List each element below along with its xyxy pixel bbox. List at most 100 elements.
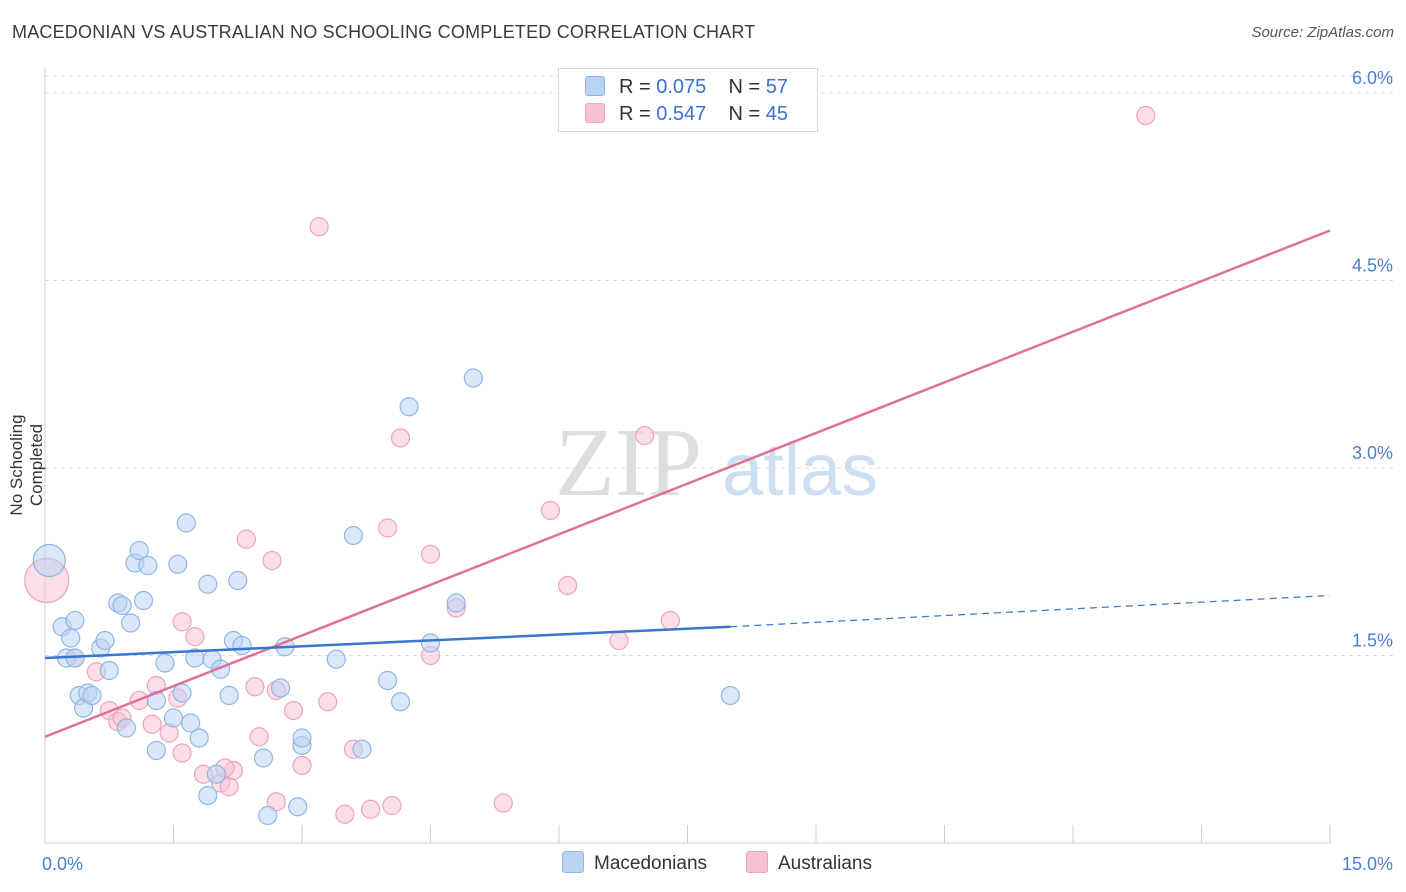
legend-item-macedonians[interactable]: Macedonians <box>562 851 707 875</box>
legend-label: Australians <box>778 853 872 874</box>
australians-point <box>382 795 402 816</box>
australians-point <box>378 518 398 538</box>
x-tick-label: 15.0% <box>1342 854 1393 874</box>
macedonians-point <box>189 728 209 748</box>
australians-point <box>262 550 282 571</box>
macedonians-point <box>228 570 248 591</box>
macedonians-point <box>270 678 291 698</box>
macedonians-point <box>146 690 166 711</box>
r-value: 0.075 <box>656 76 707 98</box>
australians-point <box>283 700 304 721</box>
australians-point <box>609 630 629 651</box>
australians-point <box>142 714 162 734</box>
macedonians-point <box>168 554 188 574</box>
r-label: R = <box>619 103 651 125</box>
trend-lines <box>44 229 1331 738</box>
australians-point <box>318 692 338 712</box>
macedonians-point <box>163 708 184 728</box>
macedonians-point <box>206 764 226 784</box>
stats-legend: R = 0.075 N = 57 R = 0.547 N = 45 <box>558 68 818 132</box>
watermark-atlas: atlas <box>722 428 878 511</box>
macedonians-point <box>181 713 201 733</box>
macedonians-point <box>138 555 158 576</box>
australians-point <box>390 428 411 448</box>
macedonians-point <box>253 748 274 768</box>
macedonians-points <box>32 368 740 826</box>
macedonians-point <box>232 635 252 656</box>
macedonians-trend-line <box>44 625 731 660</box>
y-tick-label: 4.5% <box>1352 256 1393 276</box>
legend-item-australians[interactable]: Australians <box>746 851 872 875</box>
australians-point <box>245 677 265 697</box>
australians-point <box>185 627 205 647</box>
macedonians-point <box>258 805 278 826</box>
macedonians-point <box>326 649 346 669</box>
australians-point <box>236 529 256 549</box>
n-value: 57 <box>765 76 789 98</box>
n-value: 45 <box>765 103 789 125</box>
macedonians-point <box>95 630 115 651</box>
pink-swatch-icon <box>746 851 768 873</box>
macedonians-point <box>352 739 372 759</box>
australians-point <box>420 544 441 564</box>
macedonians-trend-extension <box>730 594 1331 628</box>
australians-point <box>660 610 680 631</box>
r-value: 0.547 <box>656 103 707 125</box>
macedonians-point <box>219 685 239 706</box>
source-label: Source: ZipAtlas.com <box>1251 24 1394 41</box>
macedonians-point <box>390 692 411 712</box>
y-tick-label: 6.0% <box>1352 68 1393 88</box>
legend-row-australians: R = 0.547 N = 45 <box>585 102 788 126</box>
macedonians-point <box>133 590 154 611</box>
australians-point <box>493 793 513 813</box>
macedonians-point <box>446 593 466 613</box>
macedonians-point <box>155 653 175 673</box>
macedonians-point <box>343 525 363 546</box>
macedonians-point <box>198 574 218 594</box>
macedonians-point <box>112 595 132 616</box>
australians-point <box>309 217 329 237</box>
macedonians-point <box>172 683 192 703</box>
australians-point <box>266 792 286 812</box>
macedonians-point <box>420 633 441 653</box>
macedonians-point <box>61 628 81 648</box>
grid-lines <box>45 75 1395 656</box>
australians-point <box>540 500 561 521</box>
macedonians-point <box>720 685 740 706</box>
macedonians-point <box>129 540 149 561</box>
legend-label: Macedonians <box>594 853 708 874</box>
y-tick-label: 3.0% <box>1352 443 1393 463</box>
blue-swatch-icon <box>562 851 584 873</box>
pink-swatch-icon <box>585 103 605 123</box>
australians-point <box>335 804 355 824</box>
macedonians-point <box>292 728 312 748</box>
macedonians-point <box>378 670 398 691</box>
y-axis-label: No Schooling Completed <box>7 414 46 516</box>
macedonians-point <box>198 785 218 806</box>
macedonians-point <box>116 718 136 738</box>
macedonians-point <box>65 610 85 631</box>
x-tick-label: 0.0% <box>42 854 83 874</box>
australians-trend-line <box>44 229 1331 738</box>
australians-point <box>249 727 269 747</box>
macedonians-point <box>288 797 308 817</box>
blue-swatch-icon <box>585 76 605 96</box>
macedonians-point <box>82 685 102 706</box>
macedonians-point <box>463 368 483 388</box>
n-label: N = <box>728 103 761 125</box>
y-tick-label: 1.5% <box>1352 631 1393 651</box>
macedonians-point <box>399 397 419 417</box>
tick-labels: 1.5% 3.0% 4.5% 6.0% 0.0% 15.0% <box>42 68 1393 874</box>
australians-point <box>172 612 192 632</box>
watermark-zip: ZIP <box>555 409 702 517</box>
axes <box>44 68 1331 844</box>
australians-point <box>360 799 381 819</box>
legend-row-macedonians: R = 0.075 N = 57 <box>585 75 788 99</box>
macedonians-point <box>32 543 66 578</box>
macedonians-point <box>121 613 141 633</box>
australians-point <box>292 755 312 776</box>
macedonians-point <box>146 740 166 761</box>
macedonians-point <box>99 660 119 681</box>
n-label: N = <box>728 76 761 98</box>
